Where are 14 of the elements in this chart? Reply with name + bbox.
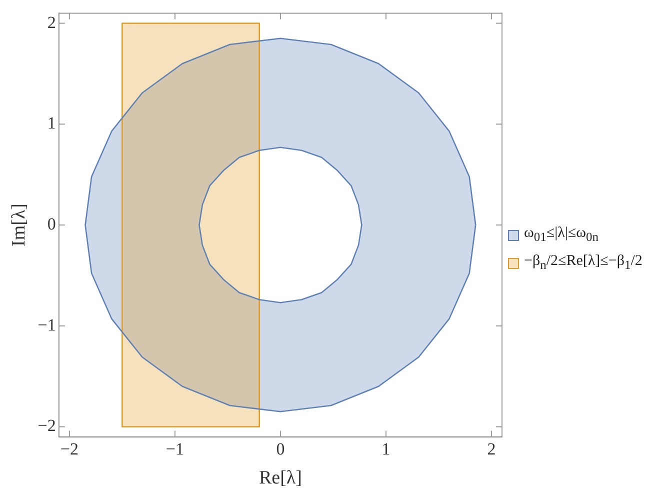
x-tick-label: −2 [60,439,78,458]
legend-label: −β$_{n}$/2≤Re[λ]≤−β$_{1}$/2 [524,253,642,273]
y-tick-label: −1 [38,315,56,334]
x-tick-label: 0 [276,439,285,458]
y-tick-label: −2 [38,416,56,436]
x-axis-title: Re[λ] [258,468,302,489]
x-tick-label: 2 [487,439,496,458]
y-tick-label: 2 [47,12,56,32]
legend-label: ω$_{01}$≤|λ|≤ω$_{0n}$ [524,225,598,245]
y-tick-label: 1 [47,114,56,133]
x-tick-label: 1 [382,439,390,458]
y-axis-title: Im[λ] [8,204,30,246]
x-tick-label: −1 [166,439,184,458]
y-tick-label: 0 [47,214,56,234]
